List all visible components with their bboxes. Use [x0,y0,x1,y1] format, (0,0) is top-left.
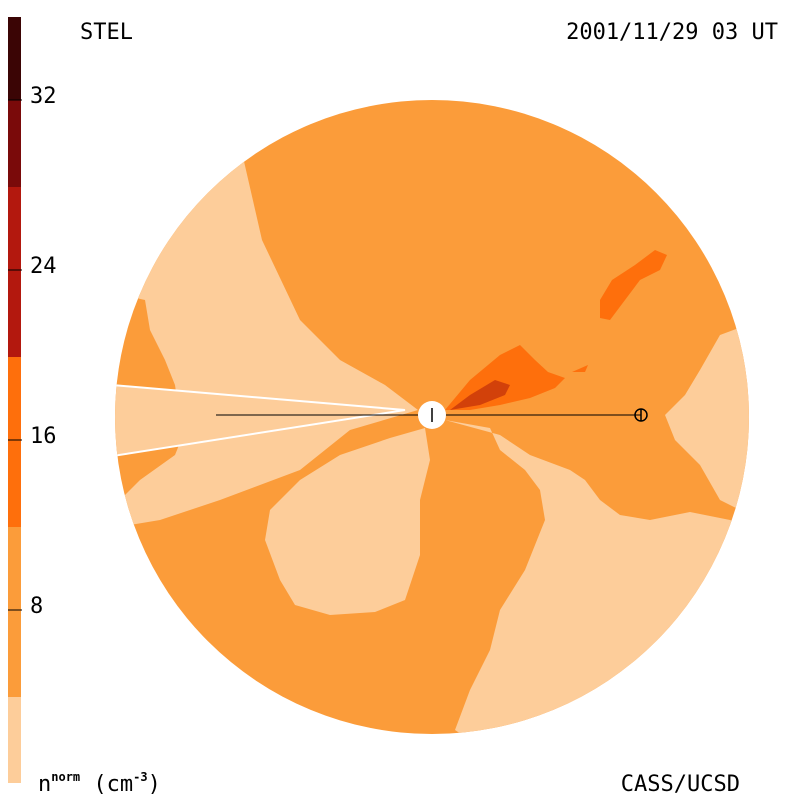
density-high-fleck [572,365,588,372]
density-low-region-lower-middle [265,428,430,615]
unit-superscript: norm [51,770,81,784]
colorbar-tick-label-8: 8 [30,594,44,619]
colorbar-level-2 [8,527,21,697]
density-low-region-right [665,320,749,520]
colorbar-level-7 [8,17,21,100]
density-high-blob [600,250,667,320]
timestamp-label: 2001/11/29 03 UT [566,20,778,45]
colorbar [8,17,22,783]
density-peak-region [450,380,510,410]
observatory-label: STEL [80,20,133,45]
unit-exponent: -3 [133,770,148,784]
unit-text: (cm [93,772,134,797]
colorbar-level-5 [8,187,21,357]
colorbar-tick-label-24: 24 [30,254,57,279]
colorbar-tick-label-16: 16 [30,424,57,449]
occulted-wedge [115,383,406,459]
sun-earth-markers [216,401,648,429]
colorbar-level-1 [8,697,21,783]
unit-close: ) [147,772,161,797]
colorbar-level-3 [8,357,21,527]
unit-symbol: n [38,772,52,797]
colorbar-tick-label-32: 32 [30,84,57,109]
credit-label: CASS/UCSD [620,772,740,797]
colorbar-level-6 [8,100,21,187]
colorbar-unit-label: nnorm (cm-3) [38,770,161,797]
